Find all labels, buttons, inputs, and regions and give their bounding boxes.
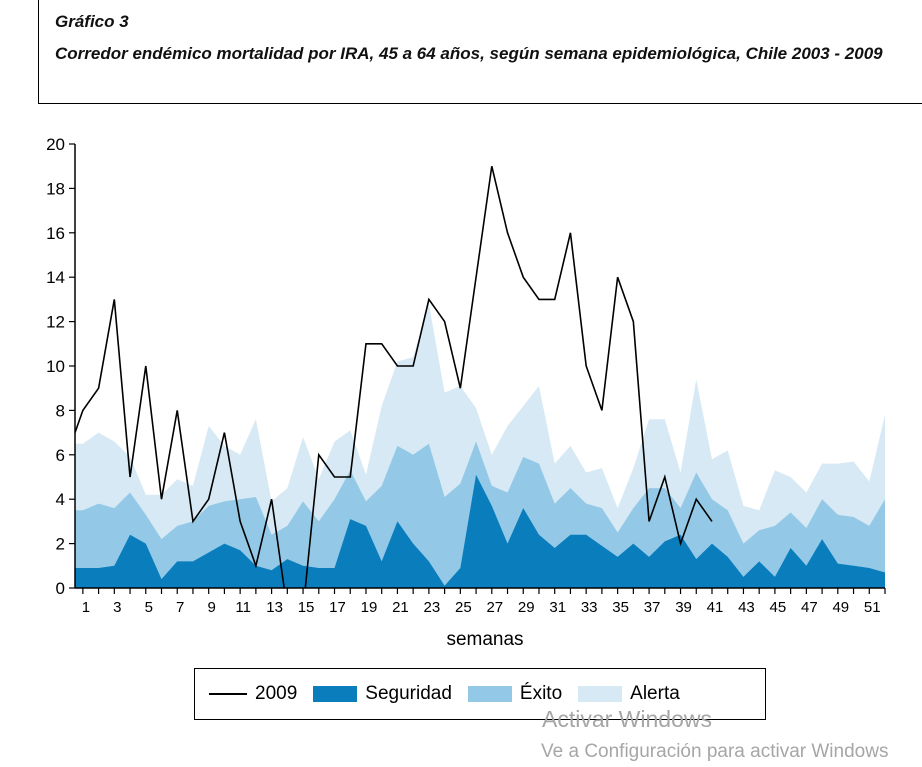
- legend-swatch-alerta: [578, 686, 623, 702]
- x-tick-label: 9: [208, 599, 216, 616]
- x-tick-label: 5: [145, 599, 153, 616]
- x-tick-label: 17: [329, 599, 346, 616]
- activation-watermark-subtitle: Ve a Configuración para activar Windows: [541, 741, 889, 762]
- y-tick-label: 4: [56, 490, 65, 509]
- y-tick-label: 20: [46, 135, 65, 154]
- y-tick-label: 18: [46, 179, 65, 198]
- x-tick-label: 47: [801, 599, 818, 616]
- y-tick-label: 2: [56, 535, 65, 554]
- x-tick-label: 27: [486, 599, 503, 616]
- y-tick-label: 14: [46, 268, 65, 287]
- x-tick-label: 7: [176, 599, 184, 616]
- y-tick-label: 6: [56, 446, 65, 465]
- x-axis-label: semanas: [446, 629, 523, 650]
- x-tick-label: 31: [549, 599, 566, 616]
- x-tick-label: 13: [266, 599, 283, 616]
- y-tick-label: 10: [46, 357, 65, 376]
- y-tick-label: 12: [46, 313, 65, 332]
- x-tick-label: 39: [675, 599, 692, 616]
- legend-swatch-exito: [467, 686, 512, 702]
- x-tick-label: 49: [832, 599, 849, 616]
- x-tick-label: 25: [455, 599, 472, 616]
- activation-watermark-title: Activar Windows: [542, 706, 712, 732]
- x-tick-label: 33: [581, 599, 598, 616]
- x-tick-label: 51: [864, 599, 881, 616]
- x-tick-label: 3: [113, 599, 121, 616]
- x-tick-label: 21: [392, 599, 409, 616]
- figure-number: Gráfico 3: [55, 12, 129, 31]
- legend-swatch-seguridad: [313, 686, 358, 702]
- x-tick-label: 11: [235, 599, 251, 616]
- legend-label-2009: 2009: [255, 683, 298, 704]
- x-tick-label: 35: [612, 599, 629, 616]
- legend-label-alerta: Alerta: [630, 683, 680, 704]
- x-tick-label: 15: [298, 599, 315, 616]
- chart-legend: 2009 Seguridad Éxito Alerta: [194, 668, 766, 720]
- x-tick-label: 19: [361, 599, 378, 616]
- legend-item-exito: Éxito: [467, 683, 563, 705]
- legend-line-2009: [209, 693, 247, 695]
- x-tick-label: 23: [424, 599, 441, 616]
- y-tick-label: 8: [56, 401, 65, 420]
- x-tick-label: 1: [82, 599, 90, 616]
- area-seguridad: [75, 474, 885, 588]
- x-tick-label: 45: [770, 599, 787, 616]
- legend-item-2009: 2009: [209, 683, 297, 705]
- y-tick-label: 16: [46, 224, 65, 243]
- y-tick-label: 0: [56, 579, 65, 598]
- legend-item-seguridad: Seguridad: [313, 683, 452, 705]
- x-tick-label: 43: [738, 599, 755, 616]
- legend-label-seguridad: Seguridad: [365, 683, 452, 704]
- x-tick-label: 37: [644, 599, 661, 616]
- figure-title: Corredor endémico mortalidad por IRA, 45…: [55, 44, 883, 63]
- legend-label-exito: Éxito: [519, 683, 563, 704]
- figure-header: Gráfico 3 Corredor endémico mortalidad p…: [38, 0, 922, 104]
- line-2009: [75, 166, 713, 588]
- x-tick-label: 29: [518, 599, 535, 616]
- legend-item-alerta: Alerta: [578, 683, 680, 705]
- x-tick-label: 41: [707, 599, 724, 616]
